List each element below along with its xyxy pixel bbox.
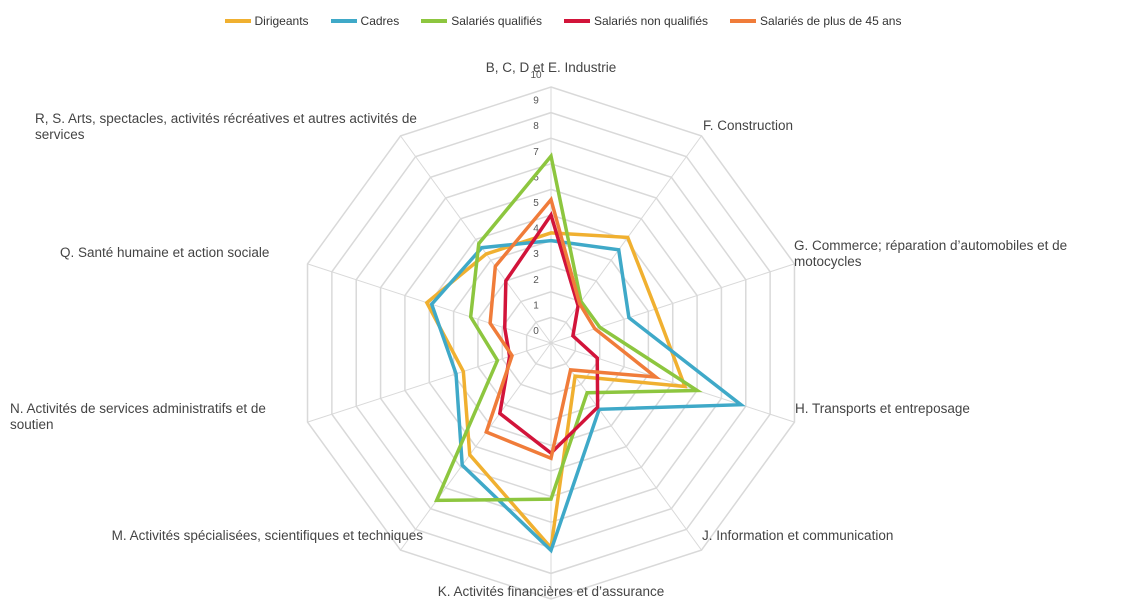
legend-item: Cadres [330, 14, 400, 28]
series-line [484, 195, 662, 461]
r-tick-label: 0 [533, 326, 539, 337]
category-label: J. Information et communication [702, 528, 894, 543]
category-label: K. Activités financières et d’assurance [437, 584, 665, 599]
r-tick-label: 9 [533, 96, 539, 107]
series-line [429, 238, 746, 554]
legend-label: Salariés de plus de 45 ans [760, 14, 902, 28]
r-tick-label: 8 [533, 121, 539, 132]
legend: Dirigeants Cadres Salariés qualifiés Salari… [0, 14, 1126, 28]
legend-swatch [730, 19, 757, 23]
series-line [433, 152, 703, 503]
category-label: R, S. Arts, spectacles, activités récréa… [35, 111, 417, 142]
category-label: F. Construction [703, 118, 794, 133]
spoke [400, 342, 552, 551]
r-tick-label: 2 [533, 275, 539, 286]
r-tick-label: 1 [533, 300, 539, 311]
spoke [400, 135, 552, 344]
spoke [307, 263, 552, 344]
r-tick-label: 4 [533, 224, 539, 235]
legend-item: Salariés non qualifiés [563, 14, 709, 28]
legend-label: Salariés qualifiés [451, 14, 542, 28]
category-label: M. Activités spécialisées, scientifiques… [111, 528, 423, 543]
spoke [550, 135, 702, 344]
category-label: N. Activités de services administratifs … [10, 401, 266, 432]
legend-item: Salariés qualifiés [421, 14, 542, 28]
spoke [550, 342, 795, 423]
r-tick-label: 3 [533, 249, 539, 260]
legend-swatch [563, 19, 590, 23]
legend-label: Salariés non qualifiés [593, 14, 709, 28]
category-label: G. Commerce; réparation d’automobiles et… [794, 238, 1068, 269]
category-label: H. Transports et entreposage [795, 401, 970, 416]
r-tick-label: 6 [533, 172, 539, 183]
legend-label: Dirigeants [254, 14, 309, 28]
r-tick-label: 10 [530, 70, 542, 81]
r-tick-label: 5 [533, 198, 539, 209]
r-tick-label: 7 [533, 147, 539, 158]
legend-swatch [224, 19, 251, 23]
spoke [550, 263, 795, 344]
legend-swatch [421, 19, 448, 23]
legend-item: Salariés de plus de 45 ans [730, 14, 901, 28]
legend-swatch [330, 19, 357, 23]
legend-item: Dirigeants [224, 14, 309, 28]
category-label: Q. Santé humaine et action sociale [60, 245, 270, 260]
category-label: B, C, D et E. Industrie [485, 60, 617, 75]
legend-label: Cadres [360, 14, 400, 28]
